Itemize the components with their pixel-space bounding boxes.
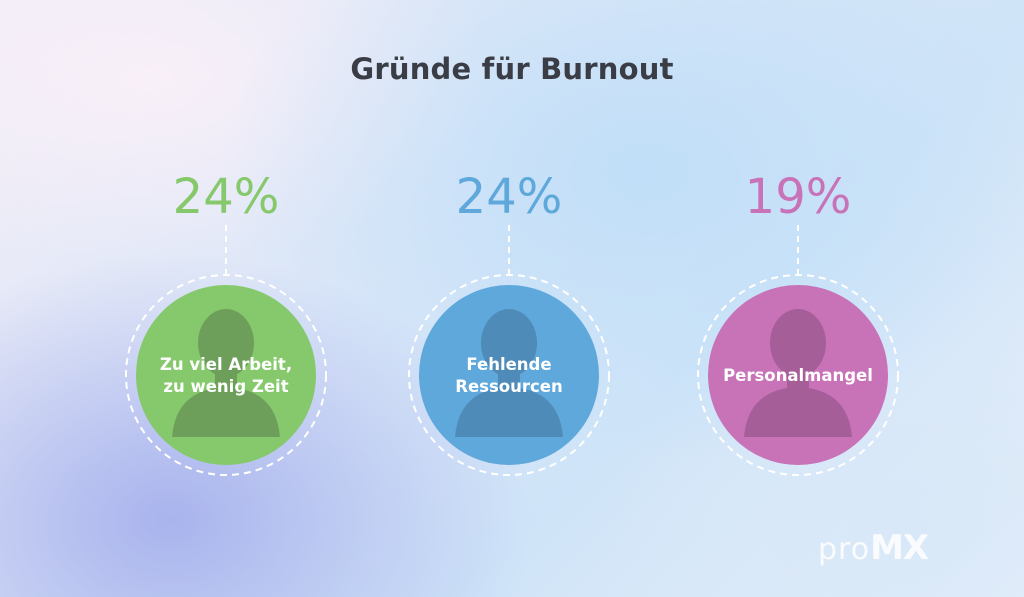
category-label: Personalmangel	[723, 366, 873, 385]
logo-mx: MX	[870, 528, 929, 568]
silhouette-body	[172, 387, 280, 437]
silhouette-head	[481, 309, 537, 377]
category-item-3: 19% Personalmangel	[697, 169, 899, 476]
person-silhouette-icon	[744, 309, 852, 437]
chart-title: Gründe für Burnout	[350, 52, 674, 86]
dashed-ring	[697, 274, 899, 476]
category-label: Ressourcen	[455, 377, 562, 396]
silhouette-body	[744, 387, 852, 437]
dashed-ring	[408, 274, 610, 476]
logo-pro: pro	[818, 532, 871, 567]
person-silhouette-icon	[455, 309, 563, 437]
value-label: 24%	[173, 169, 280, 225]
silhouette-head	[770, 309, 826, 377]
category-label: Zu viel Arbeit,	[160, 355, 292, 374]
silhouette-body	[455, 387, 563, 437]
silhouette-head	[198, 309, 254, 377]
category-label: Fehlende	[466, 355, 551, 374]
category-item-1: 24% Zu viel Arbeit, zu wenig Zeit	[125, 169, 327, 476]
category-label: zu wenig Zeit	[163, 377, 288, 396]
value-label: 19%	[745, 169, 852, 225]
value-label: 24%	[456, 169, 563, 225]
category-item-2: 24% Fehlende Ressourcen	[408, 169, 610, 476]
promx-logo: proMX	[818, 528, 929, 568]
dashed-ring	[125, 274, 327, 476]
person-silhouette-icon	[172, 309, 280, 437]
